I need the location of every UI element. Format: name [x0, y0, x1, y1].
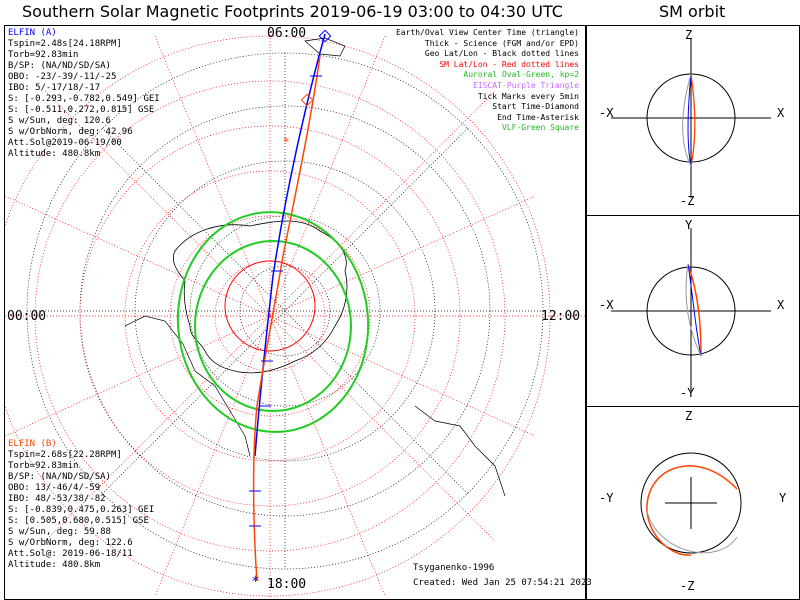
orbit-axis-label: -X — [599, 106, 614, 120]
elfin-a-line: S w/OrbNorm, deg: 42.96 — [8, 127, 133, 137]
end-asterisk-b: * — [283, 135, 289, 149]
elfin-b-line: OBO: 13/-46/4/-59 — [8, 483, 101, 493]
orbit-panel-xz: Z -Z -X X — [586, 25, 800, 216]
elfin-a-line: S: [-0.511,0.272,0.815] GSE — [8, 105, 155, 115]
elfin-a-line: B/SP: (NA/ND/SD/SA) — [8, 61, 111, 71]
legend-item: Thick - Science (FGM and/or EPD) — [424, 38, 579, 48]
elfin-b-name: ELFIN (B) — [8, 439, 57, 449]
elfin-b-info: ELFIN (B) Tspin=2.68s[22.28RPM] Torb=92.… — [8, 439, 154, 571]
legend-item: SM Lat/Lon - Red dotted lines — [439, 59, 579, 69]
auroral-oval-inner — [194, 240, 352, 412]
auroral-oval-outer — [176, 211, 370, 433]
created-label: Created: Wed Jan 25 07:54:21 2023 — [413, 578, 592, 588]
orbit-axis-label: Y — [779, 491, 787, 505]
elfin-b-line: Altitude: 480.8km — [8, 560, 101, 570]
legend-item: Geo Lat/Lon - Black dotted lines — [424, 49, 579, 59]
elfin-b-line: S w/OrbNorm, deg: 122.6 — [8, 538, 133, 548]
elfin-a-line: S: [-0.293,-0.782,0.549] GEI — [8, 94, 160, 104]
elfin-a-line: IBO: 5/-17/18/-17 — [8, 83, 101, 93]
elfin-a-line: Torb=92.83min — [8, 50, 79, 60]
legend-item: Start Time-Diamond — [492, 102, 579, 112]
elfin-b-line: Att.Sol@: 2019-06-18/11 — [8, 549, 133, 559]
end-asterisk-a: * — [252, 574, 259, 590]
orbit-axis-label: X — [777, 298, 785, 312]
footprint-map-frame: * * 06:00 00:00 12:00 18:00 ELFIN (A) Ts… — [4, 25, 592, 600]
clock-left-label: 00:00 — [7, 309, 47, 324]
clock-top-label: 06:00 — [267, 26, 307, 41]
elfin-b-line: Tspin=2.68s[22.28RPM] — [8, 450, 122, 460]
elfin-b-line: IBO: 48/-53/38/-82 — [8, 494, 106, 504]
elfin-a-line: Att.Sol@2019-06-19/00 — [8, 138, 122, 148]
orbit-title: SM orbit — [659, 2, 726, 21]
legend-item: Auroral Oval-Green, kp=2 — [463, 70, 579, 80]
orbit-axis-label: -Y — [599, 491, 614, 505]
legend-item: Earth/Oval View Center Time (triangle) — [395, 28, 579, 37]
start-diamond-b — [300, 93, 314, 107]
model-label: Tsyganenko-1996 — [413, 563, 495, 573]
orbit-axis-label: -Y — [680, 386, 695, 400]
elfin-b-line: S w/Sun, deg: 59.88 — [8, 527, 111, 537]
elfin-a-line: Tspin=2.48s[24.18RPM] — [8, 39, 122, 49]
antarctica-coastline — [172, 220, 348, 374]
orbit-axis-label: Z — [685, 28, 693, 42]
elfin-b-line: S: [0.505,0.680,0.515] GSE — [8, 516, 149, 526]
legend-item: End Time-Asterisk — [497, 112, 579, 122]
orbit-axis-label: Z — [685, 409, 693, 423]
elfin-b-line: S: [-0.839,0.475,0.263] GEI — [8, 505, 155, 515]
orbit-axis-label: -X — [599, 298, 614, 312]
elfin-b-line: B/SP: (NA/ND/SD/SA) — [8, 472, 111, 482]
elfin-a-track — [254, 33, 326, 457]
plot-title: Southern Solar Magnetic Footprints 2019-… — [22, 2, 563, 21]
legend-item: EISCAT-Purple Triangle — [473, 80, 579, 90]
elfin-a-line: S w/Sun, deg: 120.6 — [8, 116, 111, 126]
orbit-axis-label: -Z — [680, 579, 695, 593]
orbit-panel-xy: Y -Y -X X — [586, 215, 800, 407]
elfin-a-info: ELFIN (A) Tspin=2.48s[24.18RPM] Torb=92.… — [8, 28, 160, 160]
elfin-a-line: Altitude: 480.8km — [8, 149, 101, 159]
orbit-axis-label: Y — [685, 218, 693, 232]
elfin-b-track — [252, 55, 321, 582]
orbit-axis-label: X — [777, 106, 785, 120]
clock-bottom-label: 18:00 — [267, 577, 307, 592]
footprint-map: * * — [5, 26, 585, 599]
orbit-panel-yz: Z -Z -Y Y — [586, 406, 800, 600]
legend-item: Tick Marks every 5min — [477, 91, 579, 101]
legend: Earth/Oval View Center Time (triangle) T… — [396, 28, 579, 134]
orbit-axis-label: -Z — [680, 194, 695, 208]
clock-right-label: 12:00 — [541, 309, 581, 324]
elfin-b-line: Torb=92.83min — [8, 461, 79, 471]
legend-item: VLF-Green Square — [501, 123, 579, 133]
elfin-a-name: ELFIN (A) — [8, 28, 57, 38]
start-diamond-a — [318, 29, 332, 43]
elfin-a-line: OBO: -23/-39/-11/-25 — [8, 72, 117, 82]
